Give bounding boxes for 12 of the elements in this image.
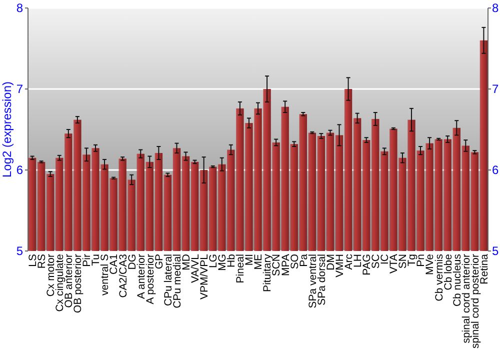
- y-tick-label: 6: [16, 163, 24, 178]
- y2-tick-label: 8: [492, 1, 499, 16]
- x-tick-label: OB posterior: [72, 254, 84, 313]
- y2-tick-label: 5: [492, 244, 499, 258]
- y2-tick-label: 7: [492, 82, 499, 96]
- y-axis-title: Log2 (expression): [0, 81, 14, 178]
- x-tick-label: MVe: [424, 254, 436, 276]
- x-tick-label: Tg: [406, 254, 418, 266]
- y-tick-label: 5: [16, 244, 24, 258]
- y-tick-label: 7: [16, 82, 24, 96]
- y-tick-label: 8: [16, 1, 24, 16]
- y2-tick-label: 6: [492, 163, 499, 178]
